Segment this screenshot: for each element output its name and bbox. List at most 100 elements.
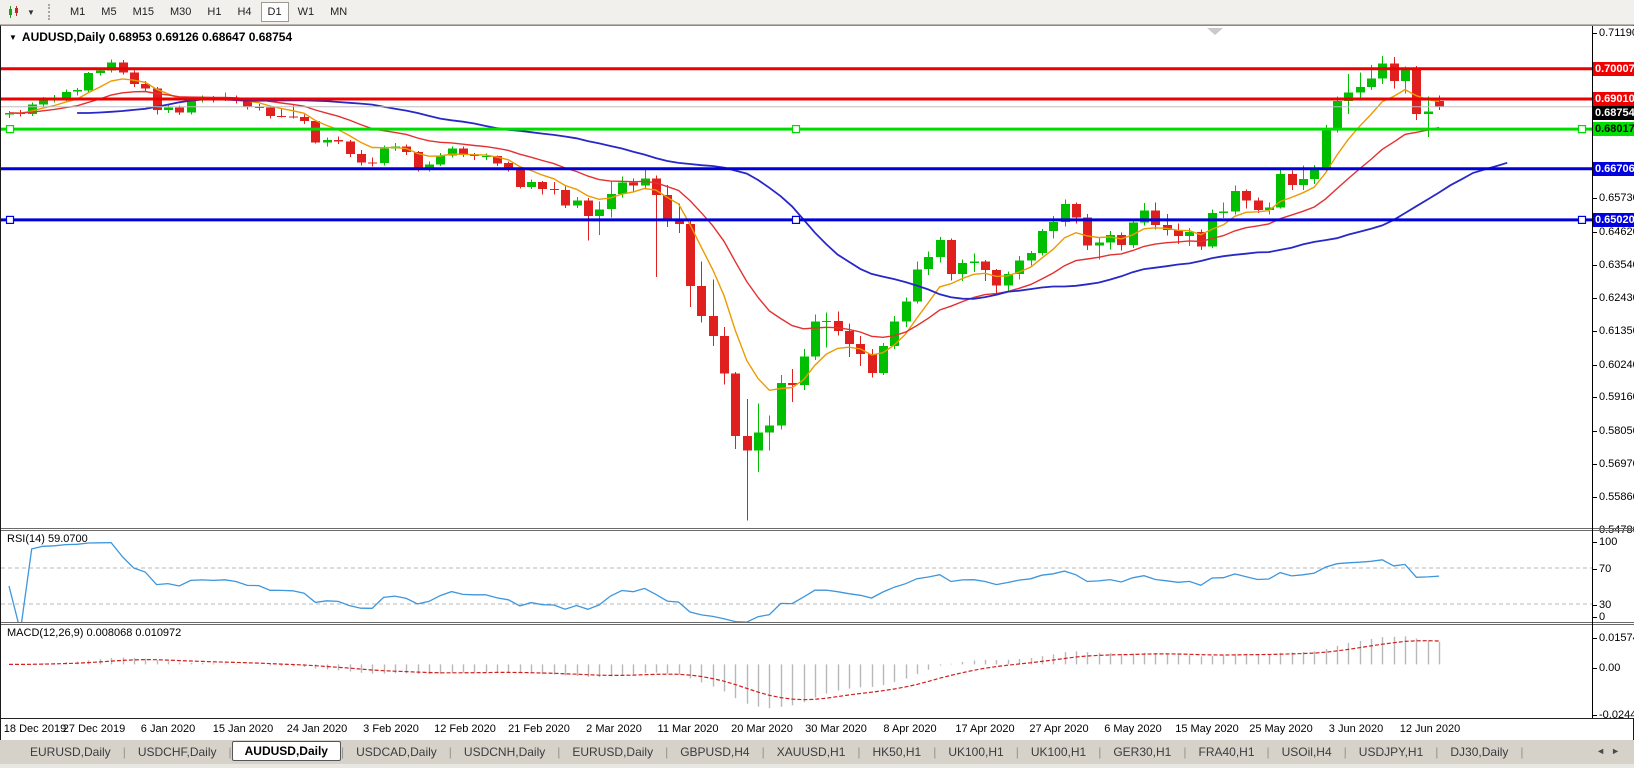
line-handle[interactable] xyxy=(5,215,15,224)
chart-tab[interactable]: FRA40,H1 xyxy=(1198,745,1255,759)
tab-divider: | xyxy=(228,745,232,759)
chart-tab[interactable]: USDCAD,Daily xyxy=(356,745,437,759)
rsi-axis-label: 30 xyxy=(1592,599,1612,611)
chart-tab[interactable]: DJ30,Daily xyxy=(1450,745,1509,759)
tab-divider: | xyxy=(933,745,937,759)
chart-tab[interactable]: EURUSD,Daily xyxy=(30,745,111,759)
axis-splitter xyxy=(1593,530,1634,531)
chart-window: ▼ AUDUSD,Daily 0.68953 0.69126 0.68647 0.… xyxy=(0,25,1634,740)
rsi-line xyxy=(8,541,1440,622)
line-handle[interactable] xyxy=(1577,215,1587,224)
axis-splitter xyxy=(1593,624,1634,625)
tab-divider: | xyxy=(1266,745,1270,759)
tab-divider: | xyxy=(557,745,561,759)
chart-tab[interactable]: USOil,H4 xyxy=(1281,745,1332,759)
date-label: 17 Apr 2020 xyxy=(955,723,1015,735)
line-handle[interactable] xyxy=(791,215,801,224)
chart-title: ▼ AUDUSD,Daily 0.68953 0.69126 0.68647 0.… xyxy=(9,30,292,44)
chart-tab[interactable]: GBPUSD,H4 xyxy=(680,745,750,759)
date-label: 2 Mar 2020 xyxy=(586,723,642,735)
chart-tab[interactable]: USDCHF,Daily xyxy=(137,745,217,759)
candles-series xyxy=(5,56,1444,521)
symbol-marker-icon[interactable]: ▼ xyxy=(9,33,17,42)
rsi-label: RSI(14) 59.0700 xyxy=(7,533,88,545)
price-chart-canvas[interactable] xyxy=(1,26,1592,718)
timeframe-button-mn[interactable]: MN xyxy=(323,2,354,22)
timeframe-button-w1[interactable]: W1 xyxy=(291,2,322,22)
chart-tab[interactable]: UK100,H1 xyxy=(948,745,1004,759)
date-label: 18 Dec 2019 xyxy=(3,723,67,735)
timeframe-button-h1[interactable]: H1 xyxy=(200,2,228,22)
macd-label: MACD(12,26,9) 0.008068 0.010972 xyxy=(7,627,182,639)
date-label: 3 Feb 2020 xyxy=(363,723,419,735)
chart-tool-button[interactable] xyxy=(4,2,24,22)
timeframe-buttons: M1 M5 M15 M30 H1 H4 D1 W1 MN xyxy=(62,2,355,22)
timeframe-button-m5[interactable]: M5 xyxy=(94,2,123,22)
timeframe-button-m1[interactable]: M1 xyxy=(63,2,92,22)
price-badge: 0.68754 xyxy=(1593,106,1634,120)
tab-divider: | xyxy=(448,745,452,759)
line-handle[interactable] xyxy=(5,124,15,134)
date-label: 12 Feb 2020 xyxy=(434,723,496,735)
ma-slow-line xyxy=(77,98,1508,300)
toolbar-grip[interactable] xyxy=(48,4,53,20)
line-handle[interactable] xyxy=(1577,124,1587,134)
chart-tabs-bar: EURUSD,Daily | USDCHF,Daily | AUDUSD,Daily | U… xyxy=(0,740,1634,764)
price-badge: 0.69010 xyxy=(1593,92,1634,106)
chart-tab[interactable]: XAUUSD,H1 xyxy=(776,745,846,759)
tab-divider: | xyxy=(1015,745,1019,759)
timeframe-button-d1[interactable]: D1 xyxy=(260,2,289,22)
timeframe-button-h4[interactable]: H4 xyxy=(230,2,258,22)
main-pane xyxy=(1,56,1592,521)
timeframe-button-m15[interactable]: M15 xyxy=(126,2,161,22)
date-label: 21 Feb 2020 xyxy=(508,723,570,735)
tab-divider: | xyxy=(1098,745,1102,759)
date-label: 15 May 2020 xyxy=(1175,723,1239,735)
date-label: 15 Jan 2020 xyxy=(212,723,274,735)
macd-axis-label: 0.00 xyxy=(1592,662,1621,674)
axis-splitter xyxy=(1593,528,1634,529)
tab-divider: | xyxy=(1343,745,1347,759)
chart-tab[interactable]: USDJPY,H1 xyxy=(1358,745,1424,759)
timeframe-button-m30[interactable]: M30 xyxy=(163,2,198,22)
chart-tab[interactable]: EURUSD,Daily xyxy=(572,745,654,759)
rsi-axis-label: 70 xyxy=(1592,563,1612,575)
chart-tab[interactable]: AUDUSD,Daily xyxy=(231,741,341,761)
date-label: 8 Apr 2020 xyxy=(883,723,937,735)
date-label: 27 Dec 2019 xyxy=(62,723,126,735)
date-label: 3 Jun 2020 xyxy=(1328,723,1384,735)
tab-scroll-right-icon[interactable]: ► xyxy=(1611,746,1626,756)
tab-scroll-left-icon[interactable]: ◄ xyxy=(1596,746,1612,756)
price-badge: 0.68017 xyxy=(1593,122,1634,136)
chart-tool-dropdown-caret-icon[interactable]: ▼ xyxy=(27,7,35,17)
tab-divider: | xyxy=(857,745,861,759)
chart-title-text: AUDUSD,Daily 0.68953 0.69126 0.68647 0.6… xyxy=(21,30,293,44)
chart-tab[interactable]: UK100,H1 xyxy=(1030,745,1087,759)
tab-divider: | xyxy=(761,745,765,759)
date-label: 12 Jun 2020 xyxy=(1399,723,1461,735)
macd-signal-line xyxy=(9,640,1440,701)
price-badge: 0.70007 xyxy=(1593,62,1634,76)
line-handle[interactable] xyxy=(791,124,801,134)
price-badge: 0.66706 xyxy=(1593,162,1634,176)
time-axis[interactable]: 18 Dec 2019 27 Dec 2019 6 Jan 2020 15 Jan 2… xyxy=(1,718,1633,740)
chart-tab[interactable]: USDCNH,Daily xyxy=(463,745,546,759)
chart-shift-marker[interactable] xyxy=(1207,28,1223,35)
date-label: 11 Mar 2020 xyxy=(657,723,719,735)
axis-splitter xyxy=(1593,622,1634,623)
chart-tab[interactable]: HK50,H1 xyxy=(872,745,922,759)
date-label: 6 May 2020 xyxy=(1104,723,1162,735)
candlestick-chart-icon xyxy=(8,5,18,18)
timeframe-toolbar: ▼ M1 M5 M15 M30 H1 H4 D1 W1 MN xyxy=(0,0,1634,25)
date-label: 30 Mar 2020 xyxy=(805,723,867,735)
chart-tab[interactable]: GER30,H1 xyxy=(1113,745,1172,759)
